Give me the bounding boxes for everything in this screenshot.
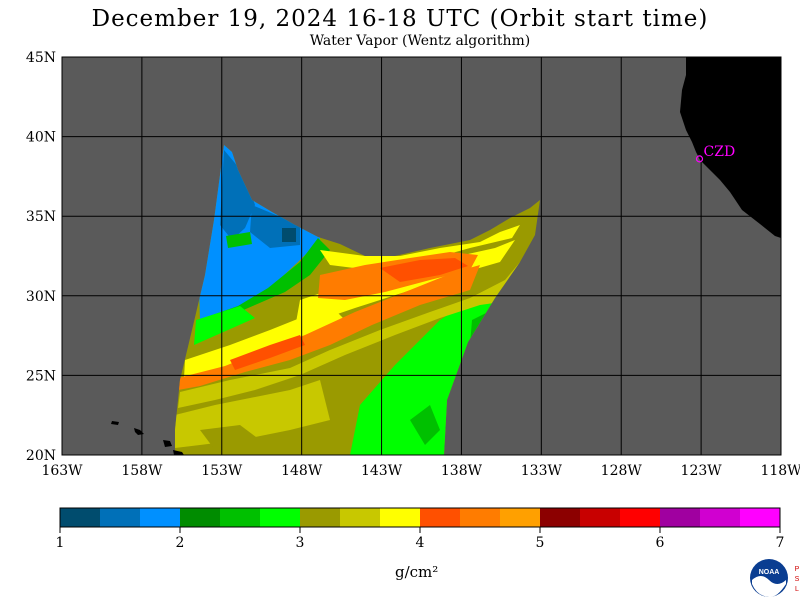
hawaii-island-3 — [163, 440, 172, 447]
colorbar-unit: g/cm² — [395, 563, 439, 581]
colorbar-swatch — [580, 508, 621, 527]
colorbar-swatch — [620, 508, 661, 527]
colorbar-swatch — [380, 508, 421, 527]
colorbar-tick-label: 5 — [536, 535, 545, 551]
station-label: CZD — [704, 144, 736, 160]
lon-tick-label: 158W — [121, 463, 163, 479]
lat-tick-label: 30N — [26, 289, 56, 305]
lat-tick-label: 40N — [26, 130, 56, 146]
colorbar-swatch — [660, 508, 701, 527]
noaa-wave-icon — [752, 576, 786, 598]
lon-tick-label: 118W — [760, 463, 800, 479]
map-title: December 19, 2024 16-18 UTC (Orbit start… — [91, 6, 709, 32]
lon-tick-label: 138W — [441, 463, 483, 479]
colorbar-swatch — [300, 508, 341, 527]
lat-tick-label: 25N — [26, 368, 56, 384]
colorbar-swatch — [460, 508, 501, 527]
colorbar-swatch — [740, 508, 781, 527]
colorbar-swatch — [180, 508, 221, 527]
logo-letter-p: P — [795, 566, 800, 573]
noaa-logo-text: NOAA — [759, 569, 780, 576]
colorbar-swatch — [260, 508, 301, 527]
colorbar-tick-label: 6 — [656, 535, 665, 551]
map-frame — [61, 56, 782, 456]
lat-tick-label: 45N — [26, 50, 56, 66]
colorbar-tick-label: 3 — [296, 535, 305, 551]
lat-tick-label: 20N — [26, 448, 56, 464]
lon-tick-label: 133W — [521, 463, 563, 479]
colorbar-swatch — [140, 508, 181, 527]
lon-tick-label: 123W — [681, 463, 723, 479]
colorbar-tick-label: 7 — [776, 535, 785, 551]
lon-tick-label: 148W — [281, 463, 323, 479]
noaa-logo: NOAA P S L — [750, 559, 800, 598]
lat-tick-label: 35N — [26, 209, 56, 225]
california-coast — [680, 57, 781, 238]
colorbar-swatch — [220, 508, 261, 527]
colorbar-tick-label: 2 — [176, 535, 185, 551]
colorbar-swatch — [60, 508, 101, 527]
colorbar-tick-label: 4 — [416, 535, 425, 551]
colorbar-swatch — [500, 508, 541, 527]
map-subtitle: Water Vapor (Wentz algorithm) — [309, 33, 531, 49]
logo-letter-l: L — [795, 586, 799, 593]
colorbar-swatch — [700, 508, 741, 527]
station-marker — [695, 155, 704, 163]
colorbar-swatch — [420, 508, 461, 527]
logo-letter-s: S — [795, 576, 800, 583]
colorbar-swatch — [540, 508, 581, 527]
colorbar-tick-label: 1 — [56, 535, 65, 551]
hawaii-island-4 — [173, 450, 184, 455]
colorbar — [59, 507, 781, 528]
colorbar-swatch — [340, 508, 381, 527]
lon-tick-label: 153W — [201, 463, 243, 479]
colorbar-swatch — [100, 508, 141, 527]
lon-tick-label: 128W — [601, 463, 643, 479]
lon-tick-label: 163W — [41, 463, 83, 479]
lon-tick-label: 143W — [361, 463, 403, 479]
lat-lon-grid — [62, 57, 781, 455]
hawaii-island-1 — [111, 421, 119, 425]
